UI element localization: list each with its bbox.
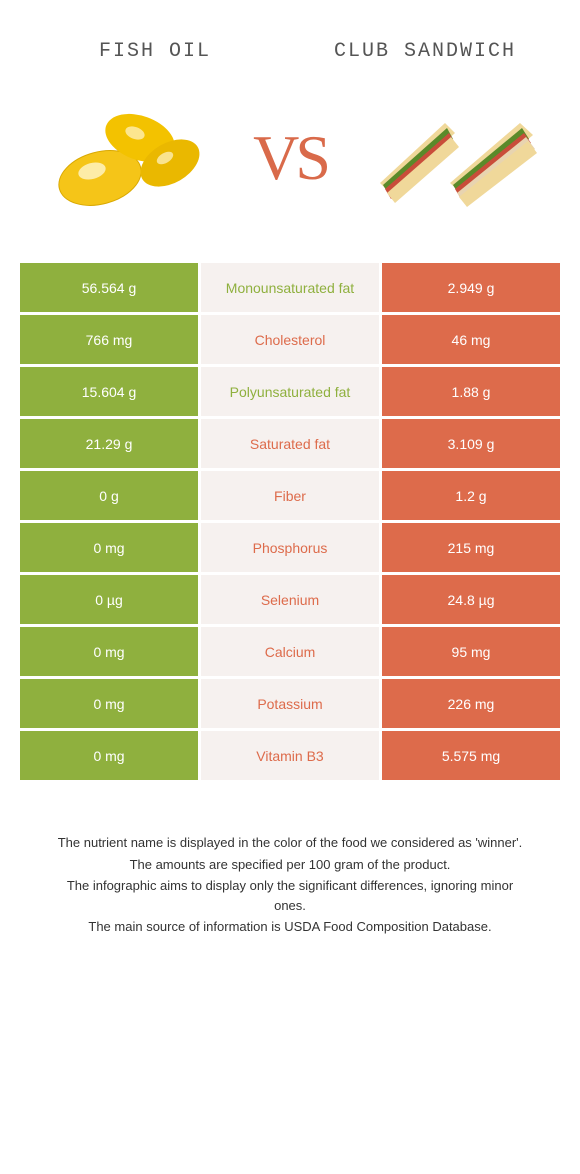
table-row: 0 gFiber1.2 g [20, 471, 560, 523]
left-value: 56.564 g [20, 263, 201, 315]
right-value: 226 mg [382, 679, 560, 731]
right-food-image [360, 83, 540, 233]
right-value: 1.2 g [382, 471, 560, 523]
nutrient-label: Calcium [201, 627, 382, 679]
left-food-title: Fish oil [20, 20, 290, 63]
table-row: 766 mgCholesterol46 mg [20, 315, 560, 367]
left-value: 766 mg [20, 315, 201, 367]
right-value: 46 mg [382, 315, 560, 367]
left-value: 0 mg [20, 731, 201, 783]
right-value: 5.575 mg [382, 731, 560, 783]
table-row: 21.29 gSaturated fat3.109 g [20, 419, 560, 471]
image-row: VS [20, 83, 560, 233]
right-value: 24.8 µg [382, 575, 560, 627]
table-row: 56.564 gMonounsaturated fat2.949 g [20, 263, 560, 315]
right-value: 215 mg [382, 523, 560, 575]
left-value: 0 mg [20, 523, 201, 575]
right-value: 3.109 g [382, 419, 560, 471]
left-value: 0 mg [20, 679, 201, 731]
right-food-title: Club sandwich [290, 20, 560, 63]
left-food-image [40, 83, 220, 233]
left-value: 0 g [20, 471, 201, 523]
nutrient-label: Fiber [201, 471, 382, 523]
nutrient-label: Potassium [201, 679, 382, 731]
table-row: 0 µgSelenium24.8 µg [20, 575, 560, 627]
right-value: 95 mg [382, 627, 560, 679]
nutrient-label: Phosphorus [201, 523, 382, 575]
footnote-line: The amounts are specified per 100 gram o… [50, 855, 530, 875]
right-value: 1.88 g [382, 367, 560, 419]
left-value: 0 mg [20, 627, 201, 679]
nutrient-table: 56.564 gMonounsaturated fat2.949 g766 mg… [20, 263, 560, 783]
left-value: 0 µg [20, 575, 201, 627]
header-row: Fish oil Club sandwich [20, 20, 560, 63]
nutrient-label: Cholesterol [201, 315, 382, 367]
table-row: 0 mgVitamin B35.575 mg [20, 731, 560, 783]
footnote-line: The main source of information is USDA F… [50, 917, 530, 937]
footnote-line: The infographic aims to display only the… [50, 876, 530, 915]
nutrient-label: Monounsaturated fat [201, 263, 382, 315]
table-row: 15.604 gPolyunsaturated fat1.88 g [20, 367, 560, 419]
table-row: 0 mgPhosphorus215 mg [20, 523, 560, 575]
left-value: 21.29 g [20, 419, 201, 471]
vs-label: VS [253, 121, 327, 195]
table-row: 0 mgPotassium226 mg [20, 679, 560, 731]
nutrient-label: Polyunsaturated fat [201, 367, 382, 419]
nutrient-label: Vitamin B3 [201, 731, 382, 783]
table-row: 0 mgCalcium95 mg [20, 627, 560, 679]
right-value: 2.949 g [382, 263, 560, 315]
nutrient-label: Saturated fat [201, 419, 382, 471]
footnotes: The nutrient name is displayed in the co… [20, 833, 560, 937]
left-value: 15.604 g [20, 367, 201, 419]
nutrient-label: Selenium [201, 575, 382, 627]
footnote-line: The nutrient name is displayed in the co… [50, 833, 530, 853]
